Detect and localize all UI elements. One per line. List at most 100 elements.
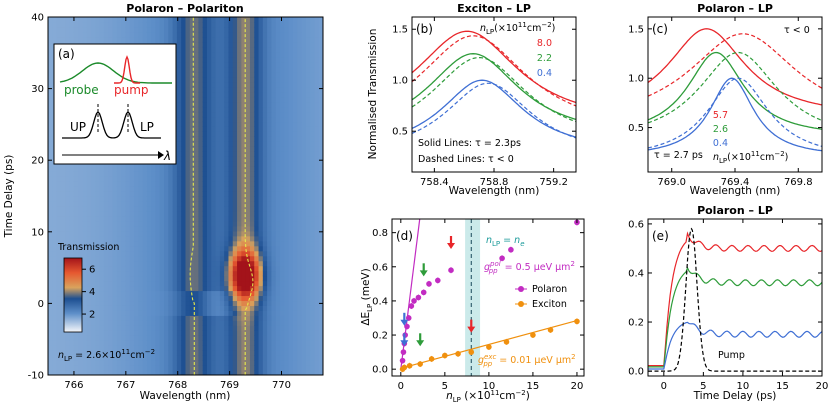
heatmap-cell — [146, 285, 152, 292]
heatmap-cell — [275, 320, 281, 326]
heatmap-cell — [232, 260, 238, 267]
heatmap-cell — [271, 225, 277, 232]
heatmap-cell — [202, 146, 208, 152]
heatmap-cell — [267, 210, 273, 217]
heatmap-cell — [318, 156, 323, 162]
heatmap-cell — [292, 36, 298, 43]
heatmap-cell — [206, 230, 212, 237]
heatmap-cell — [69, 355, 75, 361]
heatmap-cell — [301, 365, 307, 371]
heatmap-cell — [275, 136, 281, 142]
heatmap-cell — [249, 36, 255, 43]
heatmap-cell — [146, 200, 152, 207]
heatmap-cell — [284, 76, 290, 83]
heatmap-cell — [288, 210, 294, 217]
heatmap-cell — [237, 36, 242, 43]
heatmap-cell — [318, 81, 323, 88]
heatmap-cell — [224, 76, 230, 83]
heatmap-cell — [60, 220, 66, 227]
heatmap-cell — [245, 61, 251, 68]
heatmap-cell — [305, 290, 311, 297]
heatmap-cell — [73, 365, 79, 371]
heatmap-cell — [275, 41, 281, 48]
heatmap-cell — [69, 225, 75, 232]
heatmap-cell — [189, 181, 195, 187]
heatmap-cell — [310, 240, 316, 247]
heatmap-cell — [254, 136, 260, 142]
heatmap-cell — [142, 330, 148, 336]
heatmap-cell — [284, 365, 290, 371]
heatmap-cell — [219, 315, 225, 321]
heatmap-cell — [310, 196, 316, 202]
heatmap-cell — [314, 26, 320, 33]
heatmap-cell — [249, 330, 255, 336]
heatmap-cell — [275, 46, 281, 53]
panel-a: Polaron – Polariton 766 767 768 769 770-1001… — [3, 2, 324, 402]
heatmap-cell — [254, 360, 260, 366]
heatmap-cell — [69, 176, 75, 182]
heatmap-cell — [159, 330, 165, 336]
heatmap-cell — [262, 330, 268, 336]
heatmap-cell — [284, 335, 290, 341]
heatmap-cell — [108, 295, 114, 302]
heatmap-cell — [194, 116, 199, 123]
heatmap-cell — [129, 370, 135, 375]
a-xtick-label-3: 769 — [220, 380, 239, 391]
heatmap-cell — [228, 335, 234, 341]
heatmap-cell — [129, 275, 135, 282]
heatmap-cell — [310, 280, 316, 287]
heatmap-cell — [125, 325, 131, 331]
heatmap-cell — [52, 280, 58, 287]
panel-b-label: (b) — [416, 22, 433, 36]
heatmap-cell — [301, 350, 307, 356]
heatmap-cell — [168, 300, 174, 306]
heatmap-cell — [172, 330, 178, 336]
heatmap-cell — [280, 200, 285, 207]
heatmap-cell — [181, 355, 187, 361]
polaron-point — [404, 323, 410, 330]
heatmap-cell — [314, 131, 320, 137]
heatmap-cell — [108, 310, 114, 316]
heatmap-cell — [224, 111, 230, 118]
heatmap-cell — [249, 161, 255, 167]
heatmap-cell — [103, 176, 109, 182]
heatmap-cell — [189, 320, 195, 326]
heatmap-cell — [133, 365, 139, 371]
heatmap-cell — [82, 240, 88, 247]
heatmap-cell — [168, 335, 174, 341]
heatmap-cell — [249, 225, 255, 232]
heatmap-cell — [206, 280, 212, 287]
heatmap-cell — [232, 146, 238, 152]
heatmap-cell — [73, 21, 79, 28]
heatmap-cell — [103, 210, 109, 217]
heatmap-cell — [112, 285, 118, 292]
heatmap-cell — [125, 255, 131, 262]
heatmap-cell — [314, 41, 320, 48]
heatmap-cell — [288, 111, 294, 118]
heatmap-cell — [314, 126, 320, 132]
heatmap-cell — [237, 250, 242, 257]
heatmap-cell — [86, 171, 92, 177]
heatmap-cell — [275, 310, 281, 316]
heatmap-cell — [271, 295, 277, 302]
heatmap-cell — [228, 270, 234, 277]
heatmap-cell — [237, 106, 242, 113]
heatmap-cell — [164, 365, 169, 371]
heatmap-cell — [228, 265, 234, 272]
heatmap-cell — [125, 265, 131, 272]
heatmap-cell — [224, 17, 230, 23]
heatmap-cell — [86, 320, 92, 326]
heatmap-cell — [95, 255, 101, 262]
heatmap-cell — [69, 365, 75, 371]
heatmap-cell — [142, 340, 148, 346]
heatmap-cell — [202, 71, 208, 78]
heatmap-cell — [254, 260, 260, 267]
c-series-2.6-dashed — [648, 51, 822, 124]
heatmap-cell — [258, 76, 264, 83]
heatmap-cell — [112, 245, 118, 252]
heatmap-cell — [237, 151, 242, 157]
d-ytick-label-3: 0.6 — [372, 262, 388, 273]
heatmap-cell — [194, 66, 199, 73]
heatmap-cell — [258, 176, 264, 182]
